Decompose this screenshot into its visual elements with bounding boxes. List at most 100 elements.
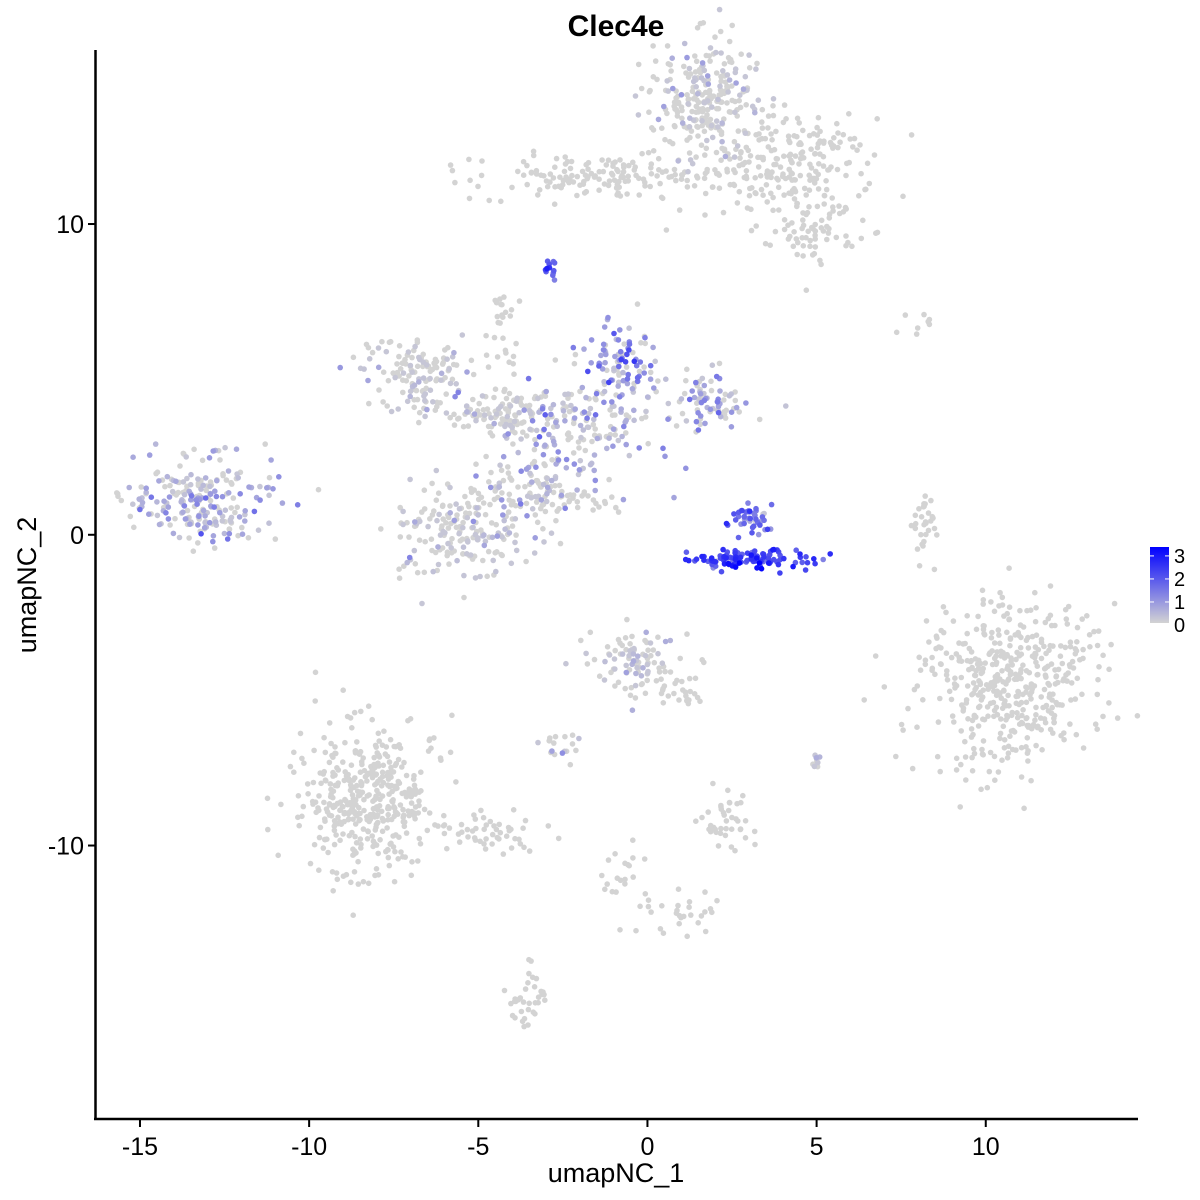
data-point (722, 832, 729, 839)
data-point (908, 522, 915, 529)
data-point (315, 486, 322, 493)
data-point (387, 841, 394, 847)
data-point (748, 227, 755, 234)
data-point (812, 236, 818, 242)
data-point (513, 532, 519, 538)
data-point (355, 881, 362, 887)
data-point (639, 415, 645, 422)
data-point (616, 372, 622, 378)
data-point (398, 849, 404, 855)
data-point (526, 848, 533, 854)
data-point (785, 133, 792, 139)
data-point (143, 489, 149, 496)
data-point (775, 561, 782, 568)
data-point (842, 204, 849, 211)
data-point (402, 789, 408, 796)
data-point (518, 436, 524, 442)
data-point (326, 812, 333, 818)
data-point (975, 723, 982, 729)
data-point (523, 466, 530, 472)
data-point (512, 502, 519, 509)
data-point (929, 654, 935, 661)
data-point (735, 818, 741, 824)
data-point (512, 413, 519, 419)
data-point (1032, 618, 1039, 625)
data-point (1051, 712, 1058, 719)
data-point (612, 851, 618, 857)
data-point (624, 616, 630, 623)
data-point (1030, 721, 1037, 728)
data-point (369, 349, 376, 356)
data-point (793, 547, 799, 553)
data-point (973, 626, 980, 633)
data-point (596, 363, 602, 369)
data-point (792, 153, 799, 159)
data-point (321, 734, 327, 741)
data-point (587, 405, 594, 412)
data-point (497, 462, 503, 469)
data-point (636, 368, 643, 375)
data-point (992, 777, 998, 783)
data-point (1050, 643, 1056, 649)
data-point (858, 170, 864, 177)
data-point (480, 557, 486, 564)
data-point (401, 563, 407, 569)
data-point (475, 512, 481, 518)
data-point (350, 846, 356, 852)
data-point (264, 485, 270, 491)
data-point (386, 791, 392, 797)
data-point (650, 647, 657, 653)
data-point (704, 112, 710, 118)
data-point (736, 188, 743, 195)
data-point (781, 153, 787, 159)
data-point (729, 814, 735, 821)
data-point (657, 926, 664, 932)
data-point (1034, 672, 1040, 678)
data-point (416, 798, 422, 804)
data-point (962, 738, 968, 745)
data-point (566, 408, 573, 415)
data-point (655, 634, 661, 640)
data-point (409, 354, 415, 361)
data-point (399, 764, 405, 770)
data-point (384, 403, 391, 409)
data-point (493, 826, 500, 833)
data-point (377, 837, 383, 843)
data-point (542, 508, 549, 515)
data-point (544, 265, 550, 272)
data-point (391, 805, 398, 811)
data-point (473, 473, 479, 479)
data-point (934, 532, 940, 538)
data-point (1047, 583, 1054, 589)
data-point (609, 399, 615, 405)
data-point (222, 444, 228, 451)
data-point (629, 386, 636, 392)
data-point (801, 185, 808, 192)
data-point (650, 127, 657, 133)
data-point (1005, 692, 1011, 699)
data-point (417, 841, 424, 847)
data-point (843, 172, 849, 179)
data-point (647, 369, 654, 376)
data-point (482, 511, 489, 518)
data-point (1000, 679, 1006, 685)
data-point (829, 195, 835, 201)
data-point (1033, 742, 1039, 749)
data-point (1067, 643, 1074, 650)
data-point (1087, 644, 1093, 650)
data-point (741, 520, 747, 527)
data-point (728, 826, 735, 832)
data-point (653, 678, 660, 684)
data-point (695, 427, 702, 433)
data-point (644, 670, 651, 676)
data-point (990, 699, 997, 706)
data-point (908, 132, 915, 138)
data-point (1100, 652, 1106, 659)
data-point (506, 359, 512, 366)
data-point (816, 161, 822, 167)
data-point (665, 61, 672, 67)
data-point (1050, 730, 1056, 736)
data-point (691, 691, 698, 697)
data-point (988, 599, 994, 605)
